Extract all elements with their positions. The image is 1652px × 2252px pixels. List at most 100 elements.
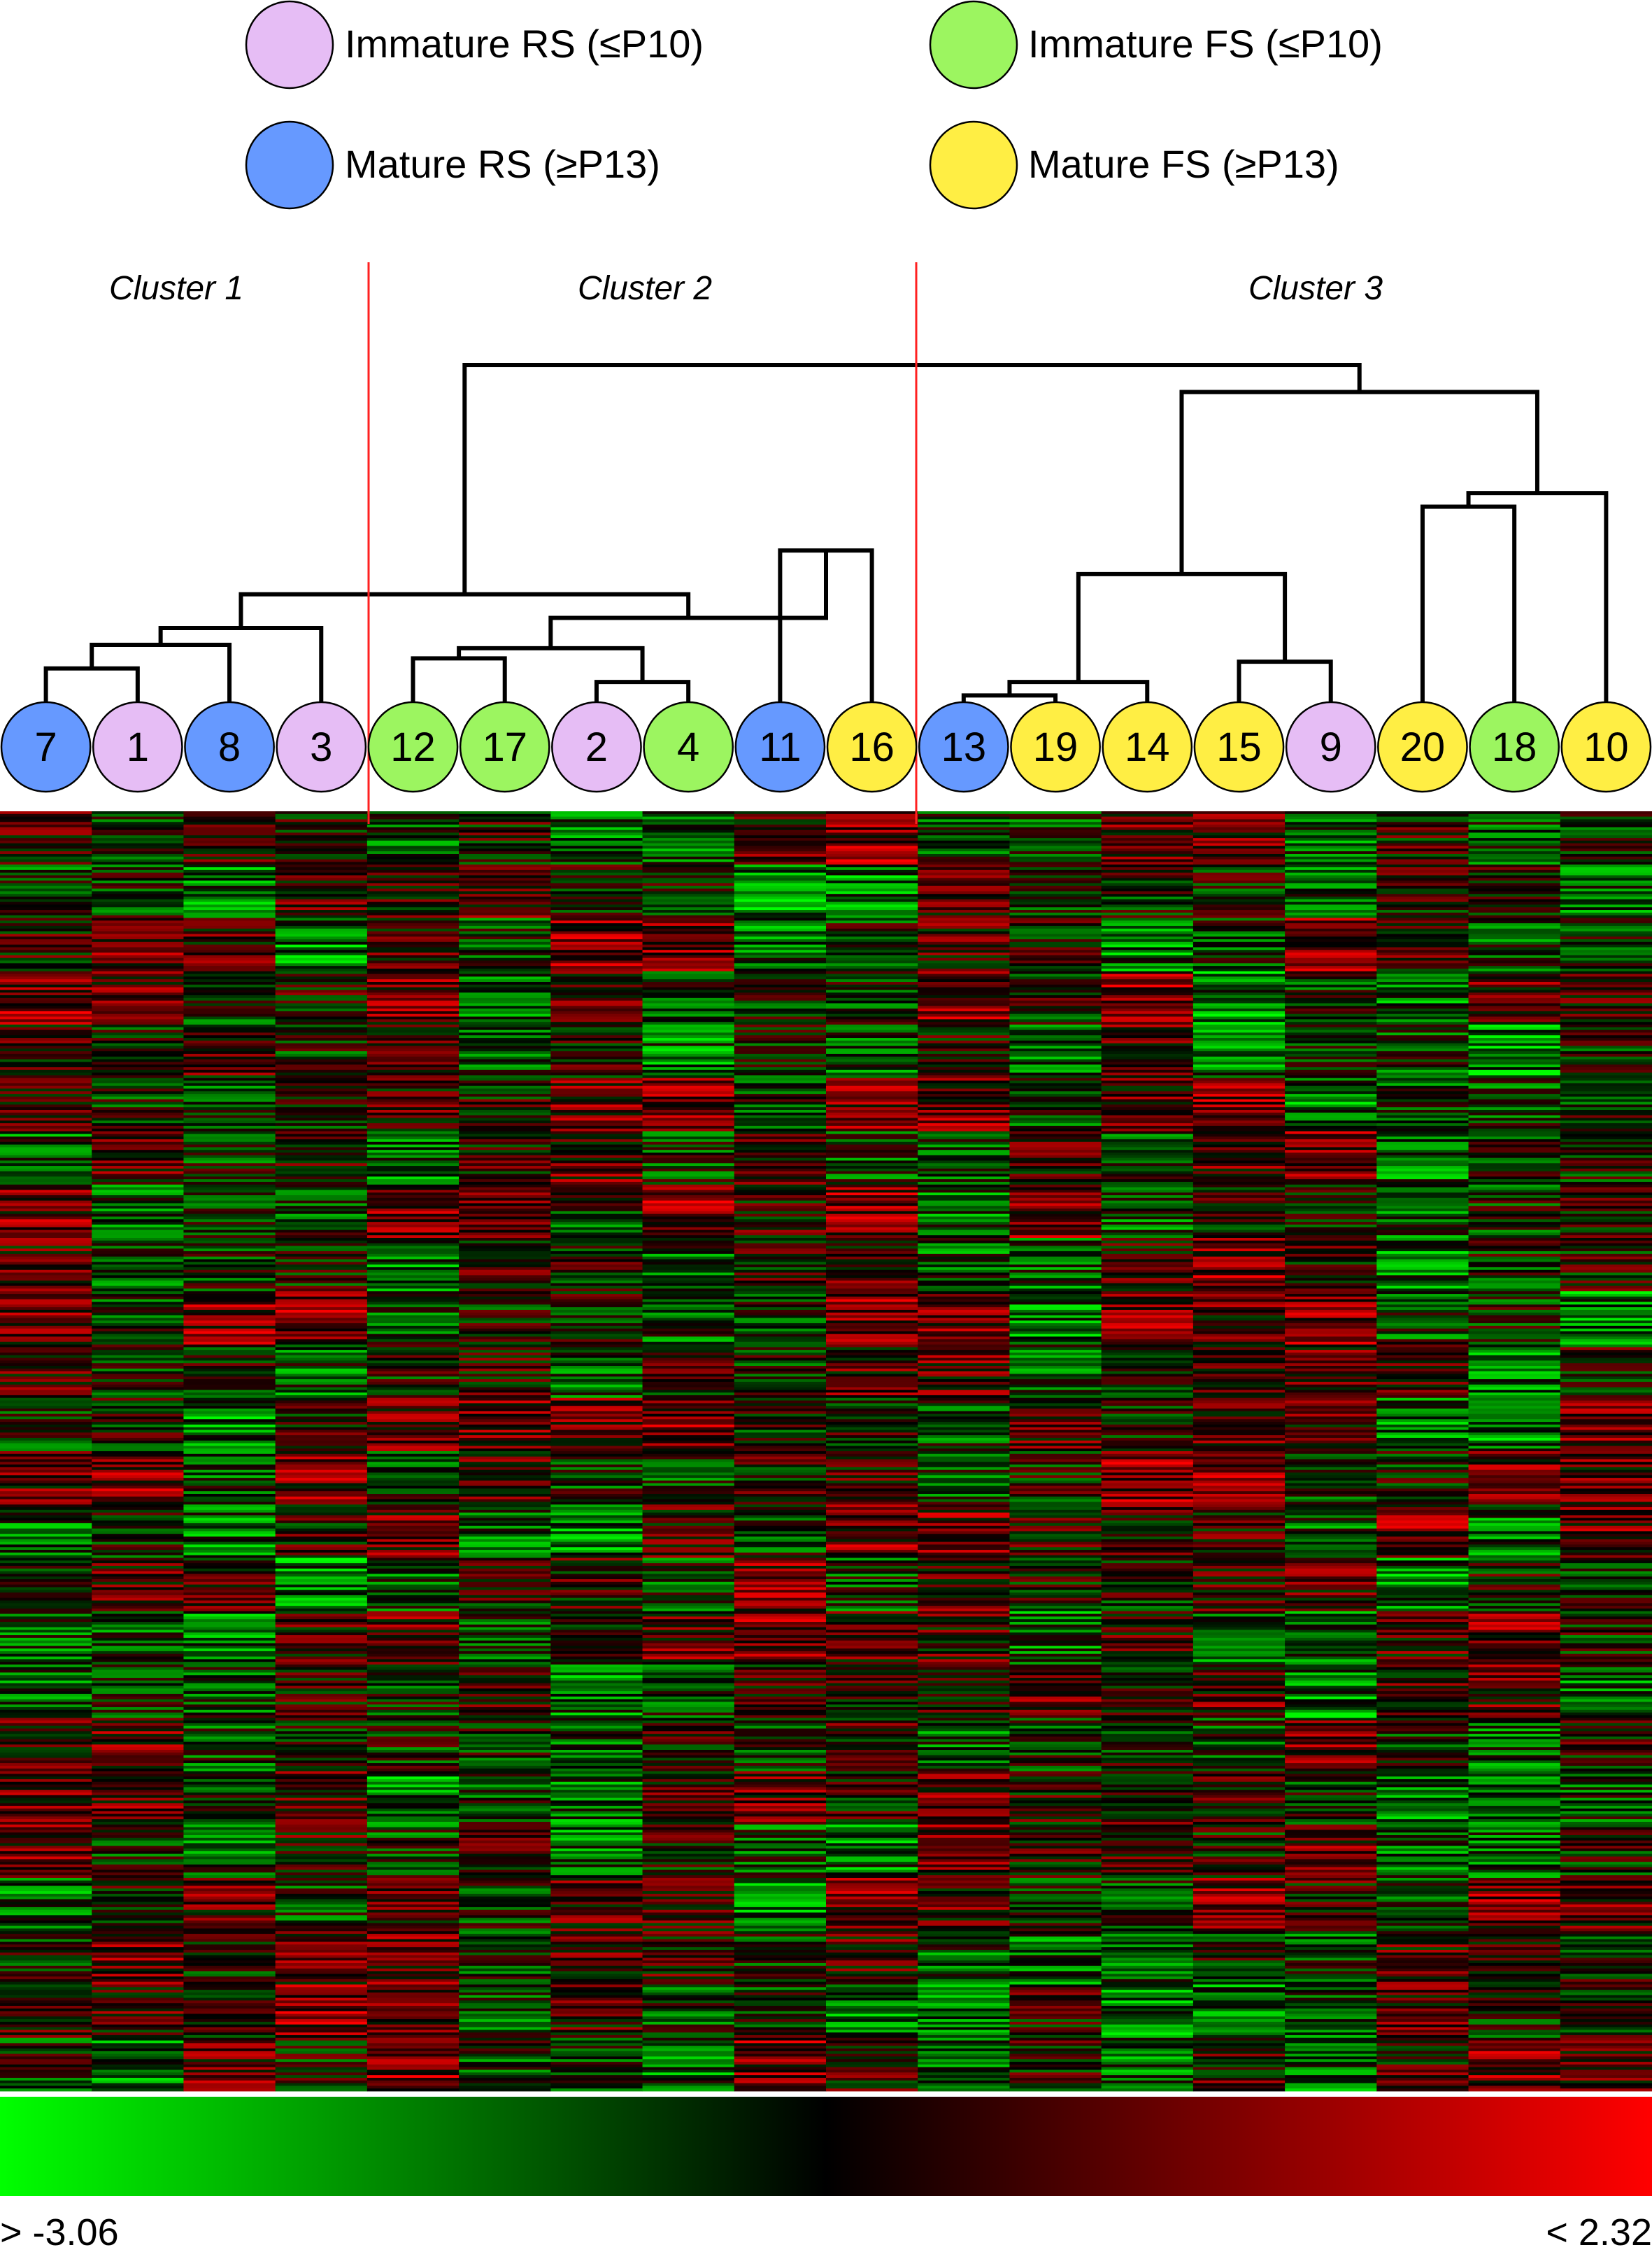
heatmap-cell: [0, 1891, 92, 1895]
heatmap-cell: [826, 1147, 918, 1150]
heatmap-cell: [459, 1123, 551, 1127]
heatmap-cell: [550, 1878, 643, 1881]
heatmap-cell: [183, 835, 276, 839]
heatmap-cell: [734, 875, 827, 878]
heatmap-cell: [366, 1472, 460, 1476]
heatmap-cell: [459, 1747, 551, 1751]
heatmap-cell: [92, 1720, 184, 1724]
heatmap-cell: [366, 1619, 460, 1623]
heatmap-cell: [275, 2027, 368, 2030]
heatmap-cell: [183, 1846, 276, 1849]
heatmap-cell: [183, 899, 276, 903]
heatmap-cell: [734, 1832, 827, 1836]
heatmap-cell: [366, 1872, 460, 1876]
heatmap-cell: [183, 1125, 276, 1129]
heatmap-cell: [275, 904, 368, 908]
heatmap-cell: [550, 1315, 643, 1318]
heatmap-cell: [0, 859, 92, 862]
heatmap-cell: [366, 1669, 460, 1673]
heatmap-cell: [734, 1448, 827, 1452]
heatmap-cell: [550, 1104, 643, 1108]
heatmap-cell: [826, 1739, 918, 1742]
heatmap-cell: [459, 1006, 551, 1009]
heatmap-cell: [0, 1597, 92, 1601]
heatmap-cell: [275, 1992, 368, 1996]
heatmap-cell: [183, 1544, 276, 1548]
heatmap-cell: [734, 2048, 827, 2052]
heatmap-cell: [550, 1051, 643, 1055]
heatmap-cell: [275, 1941, 368, 1945]
heatmap-cell: [642, 1739, 735, 1742]
heatmap-cell: [183, 1552, 276, 1556]
heatmap-cell: [642, 1958, 735, 1961]
heatmap-cell: [550, 881, 643, 884]
heatmap-cell: [92, 1150, 184, 1153]
heatmap-cell: [918, 1153, 1010, 1156]
heatmap-cell: [642, 832, 735, 836]
heatmap-cell: [734, 1619, 827, 1623]
heatmap-cell: [642, 1856, 735, 1860]
heatmap-cell: [275, 1009, 368, 1012]
heatmap-cell: [183, 1741, 276, 1745]
heatmap-cell: [0, 1206, 92, 1209]
heatmap-cell: [734, 840, 827, 844]
heatmap-cell: [366, 1587, 460, 1590]
heatmap-cell: [826, 1518, 918, 1521]
heatmap-cell: [642, 1613, 735, 1617]
heatmap-cell: [366, 1366, 460, 1369]
heatmap-cell: [92, 1155, 184, 1159]
heatmap-cell: [550, 1451, 643, 1455]
heatmap-cell: [92, 1184, 184, 1188]
heatmap-cell: [459, 1587, 551, 1590]
heatmap-cell: [734, 1091, 827, 1095]
heatmap-cell: [550, 1693, 643, 1697]
heatmap-cell: [642, 2032, 735, 2036]
heatmap-cell: [275, 1888, 368, 1892]
heatmap-cell: [550, 1867, 643, 1870]
heatmap-cell: [734, 1734, 827, 1737]
heatmap-cell: [826, 1232, 918, 1236]
heatmap-cell: [92, 1696, 184, 1699]
heatmap-cell: [734, 1051, 827, 1055]
heatmap-cell: [459, 1144, 551, 1148]
heatmap-cell: [550, 846, 643, 849]
heatmap-cell: [550, 1494, 643, 1497]
heatmap-cell: [366, 1304, 460, 1308]
heatmap-cell: [92, 2088, 184, 2092]
heatmap-cell: [0, 1947, 92, 1951]
heatmap-cell: [0, 1811, 92, 1814]
heatmap-cell: [734, 1491, 827, 1495]
heatmap-cell: [642, 813, 735, 818]
heatmap-cell: [826, 1446, 918, 1449]
heatmap-cell: [92, 885, 184, 889]
heatmap-cell: [734, 1341, 827, 1345]
heatmap-cell: [0, 923, 92, 927]
heatmap-cell: [275, 1307, 368, 1311]
heatmap-cell: [275, 1955, 368, 1958]
heatmap-cell: [0, 912, 92, 916]
heatmap-cell: [642, 1022, 735, 1025]
heatmap-cell: [459, 1027, 551, 1031]
heatmap-cell: [459, 1883, 551, 1886]
heatmap-cell: [734, 1840, 827, 1844]
dendrogram-branch: [90, 643, 232, 702]
heatmap-cell: [366, 1027, 460, 1031]
heatmap-cell: [183, 869, 276, 874]
heatmap-cell: [366, 1718, 460, 1721]
heatmap-cell: [734, 1400, 827, 1404]
heatmap-cell: [0, 1779, 92, 1783]
heatmap-cell: [642, 1963, 735, 1967]
heatmap-cell: [734, 1339, 827, 1343]
heatmap-cell: [826, 1613, 918, 1617]
heatmap-cell: [642, 1616, 735, 1620]
heatmap-cell: [275, 1613, 368, 1617]
heatmap-cell: [366, 984, 460, 988]
heatmap-cell: [550, 1976, 643, 1980]
heatmap-cell: [183, 1856, 276, 1860]
heatmap-cell: [0, 2064, 92, 2068]
heatmap-cell: [734, 1880, 827, 1884]
heatmap-cell: [0, 976, 92, 980]
heatmap-cell: [459, 1088, 551, 1092]
heatmap-cell: [275, 1851, 368, 1855]
heatmap-cell: [92, 1294, 184, 1297]
